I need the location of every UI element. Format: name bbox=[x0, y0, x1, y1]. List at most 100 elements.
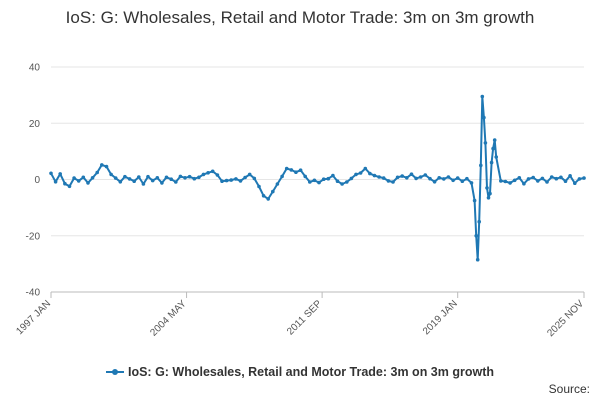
data-point bbox=[517, 176, 522, 180]
data-point bbox=[499, 179, 503, 183]
data-point bbox=[321, 177, 326, 181]
data-point bbox=[178, 174, 183, 179]
data-point bbox=[261, 194, 266, 198]
data-point bbox=[479, 163, 483, 168]
data-point bbox=[522, 181, 526, 186]
data-point bbox=[545, 180, 549, 184]
data-point bbox=[372, 173, 377, 178]
data-point bbox=[100, 163, 104, 167]
data-point bbox=[568, 174, 572, 178]
data-point bbox=[215, 173, 220, 177]
data-point bbox=[150, 178, 155, 183]
y-tick-label: 0 bbox=[34, 175, 40, 186]
data-point bbox=[137, 175, 141, 179]
data-point bbox=[58, 172, 62, 176]
data-point bbox=[275, 182, 280, 186]
data-point bbox=[340, 182, 344, 186]
data-point bbox=[563, 179, 568, 183]
data-point bbox=[486, 196, 491, 200]
data-point bbox=[455, 176, 460, 180]
data-point bbox=[331, 173, 335, 178]
data-point bbox=[127, 177, 132, 181]
data-point bbox=[187, 174, 192, 179]
data-point bbox=[308, 180, 312, 184]
data-point bbox=[469, 181, 474, 185]
data-point bbox=[503, 179, 508, 184]
data-point bbox=[540, 176, 545, 181]
data-point bbox=[395, 175, 400, 180]
data-point bbox=[238, 179, 243, 183]
data-point bbox=[155, 176, 160, 180]
data-point bbox=[220, 179, 224, 183]
data-point bbox=[512, 178, 517, 183]
data-point bbox=[480, 94, 485, 99]
data-point bbox=[491, 146, 495, 151]
data-point bbox=[234, 177, 238, 181]
x-tick-label: 2025 NOV bbox=[545, 298, 586, 339]
data-point bbox=[483, 141, 488, 145]
data-point bbox=[465, 176, 469, 181]
data-point bbox=[489, 160, 494, 165]
data-point bbox=[475, 257, 480, 262]
data-point bbox=[368, 171, 372, 176]
data-point bbox=[386, 179, 391, 183]
data-point bbox=[335, 179, 340, 183]
data-point bbox=[326, 176, 331, 181]
data-point bbox=[49, 171, 53, 176]
data-point bbox=[298, 168, 303, 172]
data-point bbox=[229, 178, 233, 182]
data-point bbox=[442, 177, 446, 181]
data-point bbox=[414, 176, 418, 181]
data-point bbox=[460, 179, 465, 183]
data-point bbox=[76, 179, 81, 183]
data-point bbox=[164, 175, 169, 180]
data-point bbox=[409, 172, 414, 176]
data-point bbox=[118, 180, 123, 184]
data-point bbox=[418, 175, 423, 179]
data-point bbox=[432, 180, 437, 184]
data-point bbox=[400, 174, 405, 178]
data-point bbox=[183, 176, 187, 180]
data-point bbox=[477, 219, 482, 224]
data-point bbox=[294, 170, 298, 174]
data-point bbox=[536, 179, 540, 183]
data-point bbox=[573, 181, 577, 185]
data-point bbox=[345, 180, 349, 184]
data-point bbox=[132, 179, 136, 183]
data-point bbox=[247, 172, 252, 177]
data-point bbox=[492, 138, 497, 142]
y-tick-label: 40 bbox=[29, 63, 41, 74]
series-layer bbox=[49, 94, 586, 262]
data-point bbox=[197, 175, 201, 180]
data-point bbox=[95, 170, 99, 175]
data-point bbox=[109, 172, 113, 177]
data-point bbox=[554, 176, 559, 181]
data-point bbox=[526, 177, 531, 181]
data-point bbox=[377, 175, 381, 179]
data-point bbox=[53, 180, 58, 184]
data-point bbox=[81, 175, 86, 180]
data-point bbox=[280, 174, 284, 179]
data-point bbox=[482, 115, 486, 120]
data-point bbox=[113, 176, 118, 180]
y-tick-label: -20 bbox=[26, 231, 41, 242]
data-point bbox=[508, 181, 512, 185]
source-label: Source: bbox=[548, 382, 590, 396]
data-point bbox=[160, 181, 164, 185]
data-point bbox=[358, 171, 363, 175]
data-point bbox=[349, 176, 354, 181]
data-point bbox=[146, 174, 150, 179]
x-tick-label: 1997 JAN bbox=[14, 298, 53, 337]
data-point bbox=[531, 175, 535, 180]
data-point bbox=[224, 178, 229, 183]
data-point bbox=[104, 164, 109, 169]
data-point bbox=[72, 176, 76, 180]
data-point bbox=[488, 191, 492, 196]
data-point bbox=[289, 168, 294, 172]
data-point bbox=[303, 174, 308, 179]
legend-label: IoS: G: Wholesales, Retail and Motor Tra… bbox=[127, 365, 494, 379]
legend[interactable]: IoS: G: Wholesales, Retail and Motor Tra… bbox=[0, 365, 600, 379]
chart-title: IoS: G: Wholesales, Retail and Motor Tra… bbox=[65, 8, 535, 27]
data-point bbox=[63, 181, 67, 186]
